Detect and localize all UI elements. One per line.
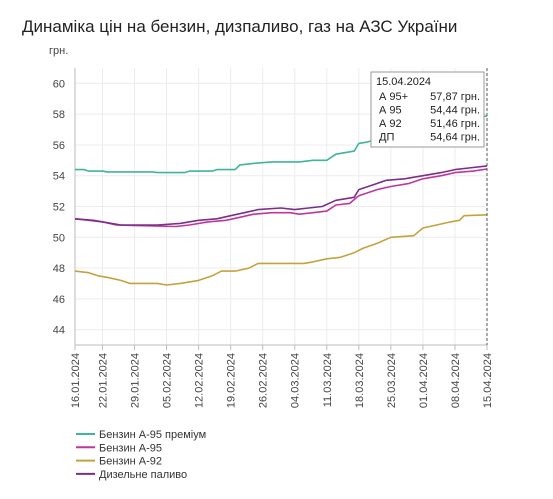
chart-title: Динаміка цін на бензин, дизпаливо, газ н… xyxy=(22,17,458,36)
series-line xyxy=(74,168,488,228)
x-tick-label: 01.04.2024 xyxy=(418,353,430,408)
tooltip-box xyxy=(370,71,485,148)
legend-label: Дизельне паливо xyxy=(99,469,187,481)
x-tick-label: 26.02.2024 xyxy=(258,353,270,408)
y-tick-label: 50 xyxy=(53,232,65,244)
legend-label: Бензин А-95 преміум xyxy=(99,429,206,441)
x-tick-label: 11.03.2024 xyxy=(322,353,334,407)
x-tick-label: 12.02.2024 xyxy=(194,353,206,408)
x-tick-label: 25.03.2024 xyxy=(386,353,398,408)
tooltip-row-label: А 92 xyxy=(379,118,402,130)
y-tick-label: 54 xyxy=(53,171,65,183)
series-line xyxy=(74,165,488,226)
legend-label: Бензин А-92 xyxy=(99,456,162,468)
x-tick-label: 05.02.2024 xyxy=(162,353,174,408)
x-tick-label: 22.01.2024 xyxy=(97,353,109,408)
tooltip-row-label: А 95+ xyxy=(379,91,408,103)
tooltip-row-value: 54,44 грн. xyxy=(430,105,480,117)
y-tick-label: 56 xyxy=(53,140,65,152)
tooltip-row-label: ДП xyxy=(379,132,394,144)
y-tick-label: 48 xyxy=(53,263,65,275)
series-line xyxy=(74,214,488,286)
y-tick-label: 52 xyxy=(53,202,65,214)
tooltip-row-value: 51,46 грн. xyxy=(430,118,480,130)
y-tick-label: 58 xyxy=(53,109,65,121)
x-tick-label: 16.01.2024 xyxy=(70,353,82,408)
y-tick-label: 46 xyxy=(53,294,65,306)
y-tick-label: 44 xyxy=(53,325,65,337)
x-tick-label: 29.01.2024 xyxy=(130,353,142,408)
x-tick-label: 04.03.2024 xyxy=(290,353,302,408)
y-axis-label: грн. xyxy=(49,45,68,57)
x-tick-label: 15.04.2024 xyxy=(482,353,494,408)
x-tick-label: 08.04.2024 xyxy=(450,353,462,408)
x-tick-label: 19.02.2024 xyxy=(226,353,238,408)
tooltip-row-label: А 95 xyxy=(379,105,402,117)
x-tick-label: 18.03.2024 xyxy=(354,353,366,408)
y-tick-label: 60 xyxy=(53,78,65,90)
tooltip-row-value: 54,64 грн. xyxy=(430,132,480,144)
legend-label: Бензин А-95 xyxy=(99,442,162,454)
tooltip-row-value: 57,87 грн. xyxy=(430,91,480,103)
tooltip-date: 15.04.2024 xyxy=(376,76,431,88)
